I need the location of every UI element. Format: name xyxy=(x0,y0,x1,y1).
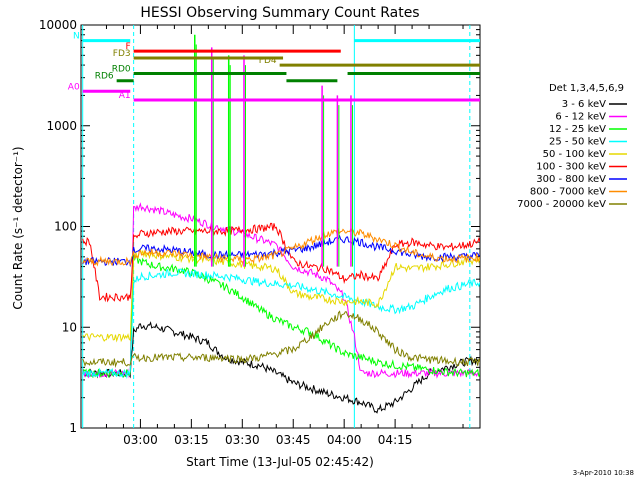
legend-label: 800 - 7000 keV xyxy=(530,187,606,198)
mode-bar-label: FD3 xyxy=(113,49,131,59)
mode-bar-label: A1 xyxy=(119,91,131,101)
legend-label: 100 - 300 keV xyxy=(536,162,606,173)
legend-label: 7000 - 20000 keV xyxy=(517,199,606,210)
series-line xyxy=(82,254,480,379)
series-line xyxy=(82,248,480,343)
mode-bar-label: N xyxy=(73,32,80,42)
y-tick-label: 1000 xyxy=(46,119,77,133)
mode-bar-label: RD6 xyxy=(95,72,114,82)
date-stamp: 3-Apr-2010 10:38 xyxy=(573,469,634,477)
x-axis-label: Start Time (13-Jul-05 02:45:42) xyxy=(186,455,374,469)
chart-title: HESSI Observing Summary Count Rates xyxy=(140,5,419,21)
y-axis-label: Count Rate (s⁻¹ detector⁻¹) xyxy=(11,146,25,309)
y-tick-label: 1 xyxy=(69,421,77,435)
legend-label: 3 - 6 keV xyxy=(562,99,606,110)
series-line xyxy=(82,310,480,368)
y-tick-label: 10000 xyxy=(39,18,77,32)
legend-label: 50 - 100 keV xyxy=(543,149,607,160)
x-tick-label: 03:15 xyxy=(174,433,209,447)
x-tick-label: 03:00 xyxy=(123,433,158,447)
series-group xyxy=(82,25,480,428)
legend-label: 300 - 800 keV xyxy=(536,174,606,185)
series-line xyxy=(82,321,480,414)
mode-bar-label: FD4 xyxy=(259,56,277,66)
legend-label: 6 - 12 keV xyxy=(555,112,606,123)
legend-label: 25 - 50 keV xyxy=(549,137,606,148)
series-line xyxy=(82,268,480,379)
mode-bar-label: F xyxy=(125,42,130,52)
series-line xyxy=(82,226,480,267)
mode-bar-label: RD0 xyxy=(112,65,131,75)
mode-bar-label: A0 xyxy=(68,82,80,92)
x-tick-label: 04:00 xyxy=(327,433,362,447)
plot-area: 1 10 100 1000 10000 03:00 03:15 03:30 03:45 04:00… xyxy=(39,18,481,447)
legend-label: 12 - 25 keV xyxy=(549,124,606,135)
legend-title: Det 1,3,4,5,6,9 xyxy=(549,83,624,94)
x-tick-label: 03:30 xyxy=(225,433,260,447)
y-tick-label: 10 xyxy=(62,320,77,334)
x-tick-label: 03:45 xyxy=(276,433,311,447)
y-tick-label: 100 xyxy=(54,220,77,234)
x-tick-label: 04:15 xyxy=(378,433,413,447)
series-line xyxy=(82,222,480,303)
